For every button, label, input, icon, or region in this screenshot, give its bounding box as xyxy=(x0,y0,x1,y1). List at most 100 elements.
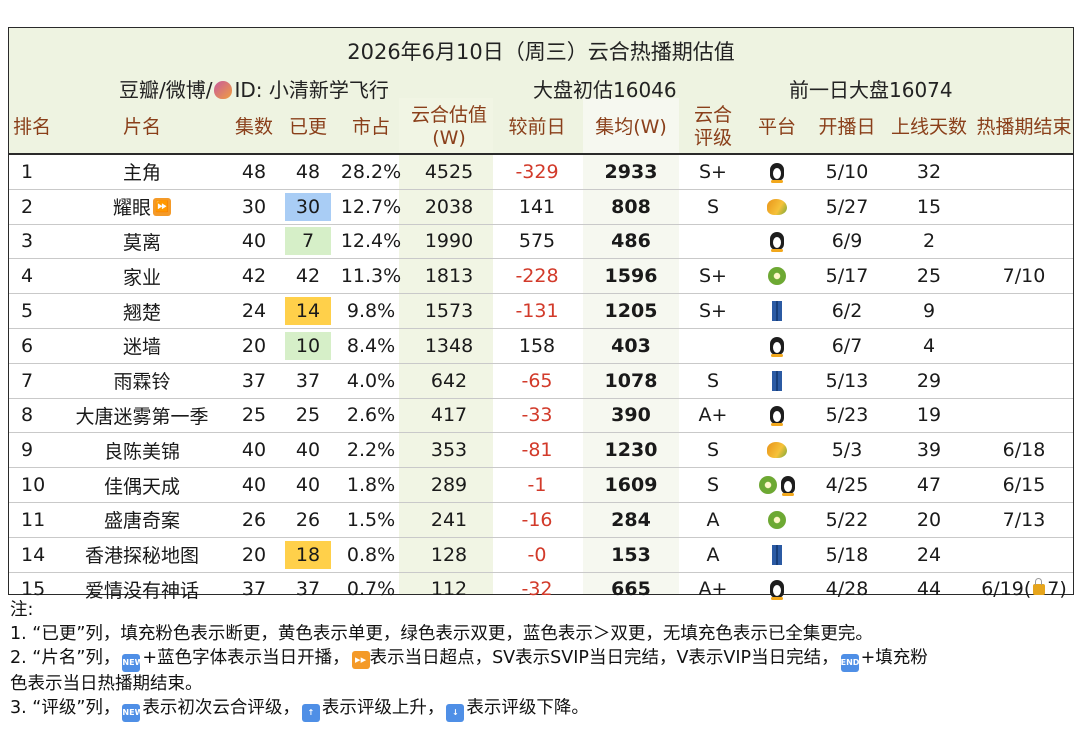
table-row: 2 耀眼 ⏩ 30 30 12.7% 2038 141 808 S 5/27 15 xyxy=(9,190,1073,225)
arrow-up-icon: ↑ xyxy=(301,704,320,722)
start-cell: 5/18 xyxy=(825,543,869,566)
penguin-icon xyxy=(770,580,784,601)
avg-cell: 2933 xyxy=(604,160,658,183)
table-row: 11 盛唐奇案 26 26 1.5% 241 -16 284 A 5/22 20 7/13 xyxy=(9,503,1073,538)
updated-value: 10 xyxy=(285,331,331,360)
updated-cell: 26 xyxy=(279,503,337,537)
platform-cell xyxy=(745,225,809,259)
platform-cell xyxy=(745,190,809,224)
grade-cell xyxy=(681,225,745,259)
end-cell xyxy=(973,364,1075,398)
estimate-cell: 1990 xyxy=(424,230,474,253)
updated-cell: 42 xyxy=(279,259,337,293)
start-cell: 5/3 xyxy=(831,439,863,462)
share-cell: 0.8% xyxy=(346,543,396,566)
estimate-cell: 353 xyxy=(430,439,468,462)
grade-cell: S xyxy=(706,195,720,218)
grade-cell: S+ xyxy=(699,160,727,183)
title-cell: 良陈美锦 xyxy=(103,440,180,463)
new-icon: NEW xyxy=(122,704,143,722)
start-cell: 4/25 xyxy=(825,474,869,497)
updated-value: 37 xyxy=(295,578,321,601)
diff-cell: -81 xyxy=(521,439,553,462)
updated-cell: 30 xyxy=(279,190,337,224)
end-cell xyxy=(973,190,1075,224)
estimate-cell: 112 xyxy=(430,578,468,601)
start-cell: 6/2 xyxy=(831,300,863,323)
kiwi-icon xyxy=(768,510,786,529)
title-cell: 雨霖铃 xyxy=(113,371,171,394)
days-cell: 44 xyxy=(916,578,942,601)
table-row: 6 迷墙 20 10 8.4% 1348 158 403 6/7 4 xyxy=(9,329,1073,364)
share-cell: 0.7% xyxy=(346,578,396,601)
penguin-icon xyxy=(770,232,784,253)
title-cell: 家业 xyxy=(122,266,161,289)
diff-cell: 141 xyxy=(518,195,556,218)
share-cell: 12.4% xyxy=(340,230,402,253)
col-rank: 排名 xyxy=(12,116,51,138)
end-icon: END xyxy=(840,654,859,672)
col-platform: 平台 xyxy=(757,116,796,138)
days-cell: 4 xyxy=(922,334,936,357)
updated-cell: 25 xyxy=(279,399,337,433)
episodes-cell: 48 xyxy=(241,160,267,183)
share-cell: 2.2% xyxy=(346,439,396,462)
new-icon: NEW xyxy=(122,654,143,672)
grade-cell: A+ xyxy=(698,578,728,601)
days-cell: 25 xyxy=(916,265,942,288)
end-cell xyxy=(973,538,1075,572)
estimate-cell: 417 xyxy=(430,404,468,427)
estimate-table: 2026年6月10日（周三）云合热播期估值 豆瓣/微博/ID: 小清新学飞行 大… xyxy=(8,27,1075,602)
platform-cell xyxy=(745,294,809,328)
episodes-cell: 37 xyxy=(241,578,267,601)
platform-cell xyxy=(745,155,809,189)
updated-value: 30 xyxy=(285,192,331,221)
episodes-cell: 40 xyxy=(241,439,267,462)
header-divider xyxy=(9,153,1073,155)
days-cell: 47 xyxy=(916,474,942,497)
end-cell xyxy=(973,399,1075,433)
penguin-icon xyxy=(770,162,784,183)
rank-cell: 4 xyxy=(21,265,34,288)
share-cell: 11.3% xyxy=(340,265,402,288)
platform-cell xyxy=(745,538,809,572)
grade-cell: A xyxy=(706,508,720,531)
mango-icon xyxy=(767,442,787,459)
updated-value: 25 xyxy=(295,404,321,427)
rank-cell: 15 xyxy=(21,578,46,601)
platform-cell xyxy=(745,259,809,293)
col-share: 市占 xyxy=(351,116,390,138)
updated-value: 42 xyxy=(295,265,321,288)
days-cell: 15 xyxy=(916,195,942,218)
rank-cell: 14 xyxy=(21,543,46,566)
table-row: 14 香港探秘地图 20 18 0.8% 128 -0 153 A 5/18 24 xyxy=(9,538,1073,573)
col-diff: 较前日 xyxy=(508,116,566,138)
share-cell: 28.2% xyxy=(340,160,402,183)
diff-cell: -32 xyxy=(521,578,553,601)
avg-cell: 665 xyxy=(611,578,651,601)
days-cell: 29 xyxy=(916,369,942,392)
grade-cell: A xyxy=(706,543,720,566)
platform-cell xyxy=(745,468,809,502)
start-cell: 5/13 xyxy=(825,369,869,392)
note-2: 2. “片名”列， NEW+蓝色字体表示当日开播， ▸▸ 表示当日超点，SV表示SVI… xyxy=(10,646,1070,672)
estimate-cell: 4525 xyxy=(424,160,474,183)
diff-cell: -228 xyxy=(515,265,559,288)
start-cell: 5/23 xyxy=(825,404,869,427)
updated-value: 37 xyxy=(295,369,321,392)
note-1: 1. “已更”列，填充粉色表示断更，黄色表示单更，绿色表示双更，蓝色表示＞双更，… xyxy=(10,624,873,644)
updated-cell: 48 xyxy=(279,155,337,189)
share-cell: 4.0% xyxy=(346,369,396,392)
end-cell: 7/10 xyxy=(1002,265,1046,288)
lock-icon xyxy=(1033,577,1046,595)
fast-forward-icon: ⏩ xyxy=(153,197,171,216)
platform-cell xyxy=(745,329,809,363)
table-row: 7 雨霖铃 37 37 4.0% 642 -65 1078 S 5/13 29 xyxy=(9,364,1073,399)
estimate-cell: 2038 xyxy=(424,195,474,218)
market-initial: 大盘初估16046 xyxy=(533,78,677,102)
days-cell: 2 xyxy=(922,230,936,253)
sweet-potato-icon xyxy=(214,81,233,99)
estimate-column-bg xyxy=(399,98,493,594)
updated-cell: 10 xyxy=(279,329,337,363)
episodes-cell: 30 xyxy=(241,195,267,218)
